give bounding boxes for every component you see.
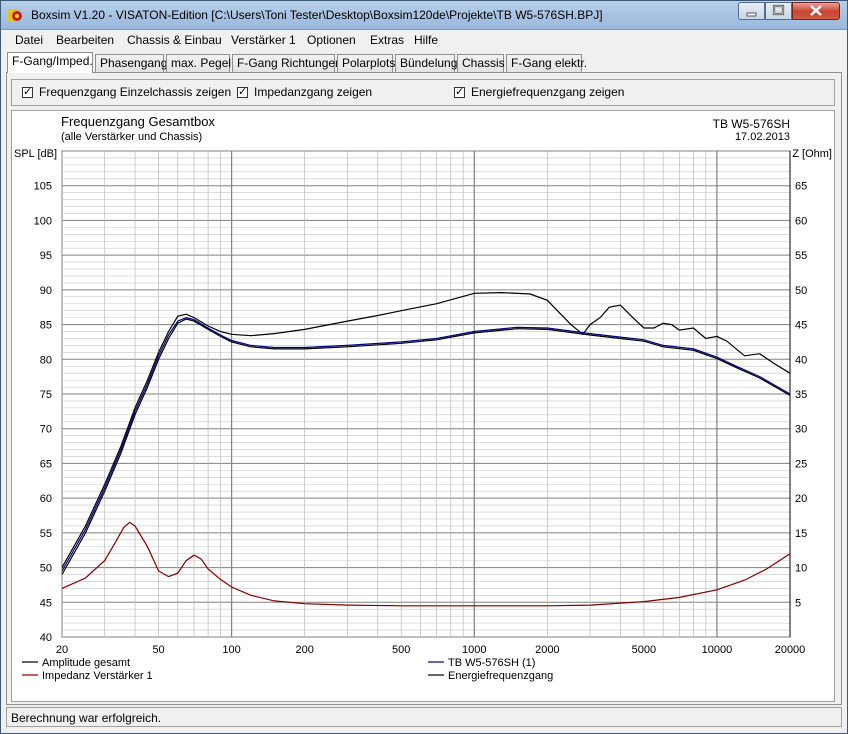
y-tick-label: 60 [40,493,52,505]
legend-entry: TB W5-576SH (1) [448,657,535,669]
x-tick-label: 10000 [702,644,733,656]
y-tick-label: 80 [40,354,52,366]
status-bar: Berechnung war erfolgreich. [6,707,842,727]
checkbox-energiefrequenzgang[interactable] [454,85,465,98]
menu-optionen[interactable]: Optionen [307,33,356,47]
option-energiefrequenzgang-label: Energiefrequenzgang zeigen [471,85,625,99]
y-axis-label: SPL [dB] [14,148,57,160]
y-tick-label: 40 [40,632,52,644]
option-einzelchassis-label: Frequenzgang Einzelchassis zeigen [39,85,232,99]
checkbox-einzelchassis[interactable] [22,85,33,98]
y-tick-label: 55 [40,528,52,540]
chart-model-label: TB W5-576SH [713,117,790,131]
y2-tick-label: 40 [795,354,807,366]
legend-entry: Impedanz Verstärker 1 [42,670,153,682]
series-line [61,291,791,568]
menu-bearbeiten[interactable]: Bearbeiten [56,33,115,47]
maximize-button[interactable] [765,2,792,20]
option-einzelchassis[interactable]: Frequenzgang Einzelchassis zeigen [22,85,231,99]
tab-chassis[interactable]: Chassis [457,54,505,72]
menu-chassis-einbau[interactable]: Chassis & Einbau [127,33,222,47]
option-impedanzgang-label: Impedanzgang zeigen [254,85,373,99]
close-button[interactable] [792,2,840,20]
option-impedanzgang[interactable]: Impedanzgang zeigen [237,85,372,99]
y-tick-label: 45 [40,597,52,609]
y-tick-label: 75 [40,389,52,401]
legend-entry: Amplitude gesamt [42,657,130,669]
tab-f-gang-elektr[interactable]: F-Gang elektr. [506,54,587,72]
y2-tick-label: 5 [795,597,801,609]
minimize-icon [746,12,757,17]
option-energiefrequenzgang[interactable]: Energiefrequenzgang zeigen [454,85,624,99]
series-line [61,318,791,575]
x-tick-label: 100 [222,644,240,656]
y2-tick-label: 50 [795,285,807,297]
tab-max-pegel[interactable]: max. Pegel [166,54,231,72]
y2-tick-label: 15 [795,528,807,540]
x-tick-label: 20 [56,644,68,656]
x-tick-label: 1000 [462,644,486,656]
maximize-icon [772,4,785,16]
y2-axis-label: Z [Ohm] [792,148,832,160]
x-tick-label: 500 [392,644,410,656]
legend-entry: Energiefrequenzgang [448,670,553,682]
menu-extras[interactable]: Extras [370,33,405,47]
menu-datei[interactable]: Datei [15,33,44,47]
tab-f-gang-richtungen[interactable]: F-Gang Richtungen [232,54,342,72]
y-tick-label: 50 [40,563,52,575]
tab-f-gang-imped[interactable]: F-Gang/Imped. [7,52,93,73]
y2-tick-label: 45 [795,320,807,332]
y2-tick-label: 65 [795,181,807,193]
y2-tick-label: 55 [795,250,807,262]
menu-verstaerker[interactable]: Verstärker 1 [231,33,296,47]
y-tick-label: 95 [40,250,52,262]
y-tick-label: 105 [34,181,52,193]
menu-hilfe[interactable]: Hilfe [414,33,439,47]
tab-phasengang[interactable]: Phasengang [95,54,167,72]
y2-tick-label: 25 [795,458,807,470]
app-icon [8,9,22,21]
series-line [61,316,791,572]
series-line [61,521,791,607]
x-tick-label: 20000 [775,644,806,656]
x-tick-label: 5000 [632,644,656,656]
minimize-button[interactable] [738,2,765,20]
chart-title: Frequenzgang Gesamtbox [61,114,215,129]
tab-buendelung[interactable]: Bündelung [395,54,457,72]
frequency-response-chart[interactable]: Frequenzgang Gesamtbox (alle Verstärker … [12,111,834,701]
y-tick-label: 85 [40,320,52,332]
close-icon [810,5,822,16]
y-tick-label: 90 [40,285,52,297]
y2-tick-label: 10 [795,563,807,575]
checkbox-impedanzgang[interactable] [237,85,248,98]
window-title: Boxsim V1.20 - VISATON-Edition [C:\Users… [31,8,603,22]
tab-polarplots[interactable]: Polarplots [337,54,395,72]
y2-tick-label: 30 [795,424,807,436]
x-tick-label: 2000 [535,644,559,656]
x-tick-label: 50 [152,644,164,656]
menu-bar: Datei Bearbeiten Chassis & Einbau Verstä… [1,30,847,50]
y-tick-label: 100 [34,215,52,227]
options-group: Frequenzgang Einzelchassis zeigen Impeda… [11,79,835,106]
y2-tick-label: 60 [795,215,807,227]
x-tick-label: 200 [295,644,313,656]
plot-area: Frequenzgang Gesamtbox (alle Verstärker … [11,110,835,702]
status-text: Berechnung war erfolgreich. [11,711,162,725]
chart-date: 17.02.2013 [735,131,790,143]
y2-tick-label: 20 [795,493,807,505]
y-tick-label: 70 [40,424,52,436]
y2-tick-label: 35 [795,389,807,401]
chart-subtitle: (alle Verstärker und Chassis) [61,131,202,143]
y-tick-label: 65 [40,458,52,470]
title-bar[interactable]: Boxsim V1.20 - VISATON-Edition [C:\Users… [1,1,847,30]
